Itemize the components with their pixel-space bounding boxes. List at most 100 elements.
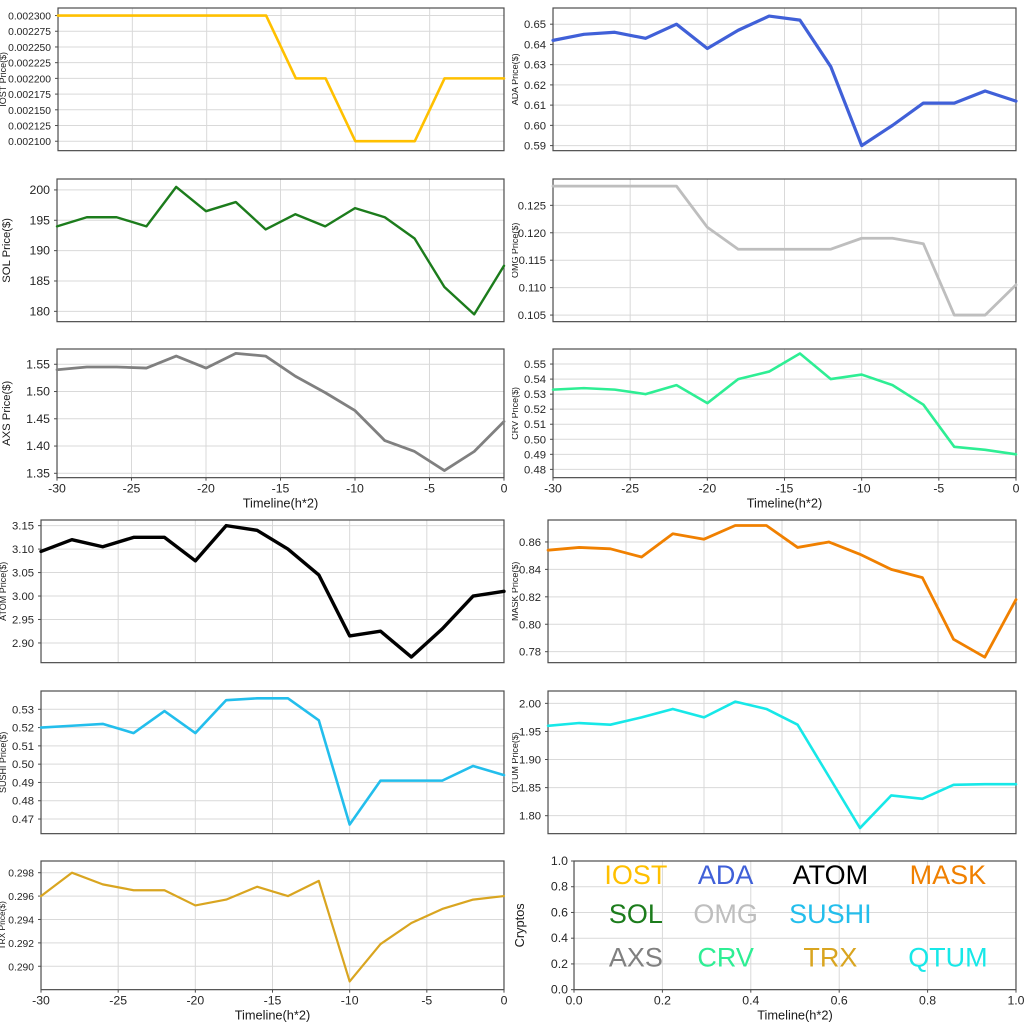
svg-text:0: 0 [1013, 482, 1020, 496]
svg-text:0.110: 0.110 [519, 282, 546, 294]
svg-text:0.115: 0.115 [519, 255, 546, 267]
svg-text:-15: -15 [776, 482, 794, 496]
svg-text:3.00: 3.00 [12, 591, 34, 603]
svg-text:CRV: CRV [697, 943, 754, 973]
svg-text:0.002225: 0.002225 [8, 59, 51, 70]
svg-text:0.002175: 0.002175 [8, 90, 51, 101]
svg-text:0.120: 0.120 [518, 227, 546, 239]
svg-text:Timeline(h*2): Timeline(h*2) [747, 496, 823, 511]
svg-text:0.8: 0.8 [919, 994, 936, 1008]
svg-text:0.64: 0.64 [524, 39, 546, 51]
svg-text:SUSHI: SUSHI [789, 899, 871, 929]
svg-text:-25: -25 [123, 482, 141, 496]
svg-text:190: 190 [30, 243, 51, 257]
svg-text:1.80: 1.80 [519, 810, 541, 822]
svg-text:-20: -20 [197, 482, 215, 496]
svg-text:0.54: 0.54 [524, 374, 546, 386]
svg-text:0.2: 0.2 [551, 957, 568, 971]
svg-text:ADA: ADA [698, 860, 753, 890]
svg-text:-5: -5 [424, 482, 435, 496]
svg-text:OMG: OMG [693, 899, 757, 929]
svg-text:0.49: 0.49 [12, 777, 34, 789]
svg-text:0.78: 0.78 [519, 647, 541, 659]
svg-text:0.52: 0.52 [12, 722, 34, 734]
svg-text:-20: -20 [698, 482, 716, 496]
svg-text:1.85: 1.85 [519, 782, 541, 794]
svg-text:1.45: 1.45 [26, 412, 50, 426]
svg-text:0.80: 0.80 [519, 619, 541, 631]
svg-text:0.002150: 0.002150 [8, 106, 51, 117]
svg-text:0.125: 0.125 [518, 200, 546, 212]
svg-text:0.53: 0.53 [524, 389, 546, 401]
svg-text:0.002125: 0.002125 [8, 122, 51, 133]
svg-text:0.48: 0.48 [12, 795, 34, 807]
svg-text:0: 0 [501, 482, 508, 496]
svg-text:0.63: 0.63 [524, 60, 546, 72]
svg-text:0.52: 0.52 [524, 404, 546, 416]
svg-text:0.002100: 0.002100 [8, 137, 51, 148]
svg-text:0.84: 0.84 [519, 564, 541, 576]
svg-text:IOST Price($): IOST Price($) [0, 52, 8, 107]
svg-text:0.290: 0.290 [8, 963, 34, 974]
svg-text:ADA Price($): ADA Price($) [512, 53, 520, 105]
svg-text:-10: -10 [346, 482, 364, 496]
svg-text:-25: -25 [109, 994, 127, 1008]
svg-text:-10: -10 [853, 482, 871, 496]
svg-text:-15: -15 [264, 994, 282, 1008]
svg-text:Cryptos: Cryptos [512, 904, 527, 948]
svg-text:-20: -20 [186, 994, 204, 1008]
svg-text:Timeline(h*2): Timeline(h*2) [757, 1008, 833, 1023]
svg-text:0.6: 0.6 [551, 906, 568, 920]
svg-text:0.8: 0.8 [551, 880, 568, 894]
svg-text:QTUM Price($): QTUM Price($) [512, 732, 520, 792]
svg-text:-5: -5 [421, 994, 432, 1008]
svg-text:1.90: 1.90 [519, 754, 541, 766]
svg-text:1.35: 1.35 [26, 467, 50, 481]
svg-text:0.4: 0.4 [551, 931, 568, 945]
svg-text:0.105: 0.105 [518, 310, 546, 322]
svg-text:-15: -15 [272, 482, 290, 496]
svg-text:0.292: 0.292 [8, 939, 34, 950]
svg-text:2.00: 2.00 [519, 698, 541, 710]
svg-text:Timeline(h*2): Timeline(h*2) [235, 1008, 311, 1023]
svg-text:ATOM: ATOM [793, 860, 868, 890]
svg-text:180: 180 [30, 304, 51, 318]
svg-text:3.15: 3.15 [12, 521, 34, 533]
svg-text:195: 195 [30, 213, 51, 227]
svg-text:0.4: 0.4 [742, 994, 759, 1008]
svg-text:SOL Price($): SOL Price($) [1, 217, 13, 282]
svg-text:0: 0 [501, 994, 508, 1008]
svg-text:0.002300: 0.002300 [8, 12, 51, 23]
svg-text:1.95: 1.95 [519, 726, 541, 738]
svg-text:0.294: 0.294 [8, 916, 34, 927]
svg-text:Timeline(h*2): Timeline(h*2) [243, 496, 319, 511]
svg-text:0.47: 0.47 [12, 814, 34, 826]
svg-text:MASK: MASK [910, 860, 986, 890]
svg-text:-30: -30 [48, 482, 66, 496]
svg-text:0.86: 0.86 [519, 537, 541, 549]
svg-text:-25: -25 [621, 482, 639, 496]
svg-text:0.298: 0.298 [8, 869, 34, 880]
svg-text:0.296: 0.296 [8, 892, 34, 903]
svg-text:3.10: 3.10 [12, 544, 34, 556]
svg-text:ATOM Price($): ATOM Price($) [0, 562, 8, 621]
svg-text:SOL: SOL [609, 899, 663, 929]
svg-text:0.82: 0.82 [519, 592, 541, 604]
svg-text:-10: -10 [341, 994, 359, 1008]
svg-text:200: 200 [30, 183, 51, 197]
svg-text:0.002200: 0.002200 [8, 74, 51, 85]
svg-text:1.50: 1.50 [26, 385, 50, 399]
svg-text:TRX Price($): TRX Price($) [0, 901, 7, 950]
svg-text:-5: -5 [933, 482, 944, 496]
svg-text:0.53: 0.53 [12, 704, 34, 716]
svg-text:0.48: 0.48 [524, 465, 546, 477]
svg-text:0.51: 0.51 [12, 740, 34, 752]
svg-text:2.95: 2.95 [12, 614, 34, 626]
svg-text:TRX: TRX [803, 943, 857, 973]
svg-text:0.0: 0.0 [565, 994, 582, 1008]
svg-text:AXS Price($): AXS Price($) [1, 381, 13, 446]
svg-text:0.49: 0.49 [524, 450, 546, 462]
svg-text:0.002275: 0.002275 [8, 27, 51, 38]
svg-text:SUSHI Price($): SUSHI Price($) [0, 731, 8, 792]
svg-text:0.50: 0.50 [12, 759, 34, 771]
